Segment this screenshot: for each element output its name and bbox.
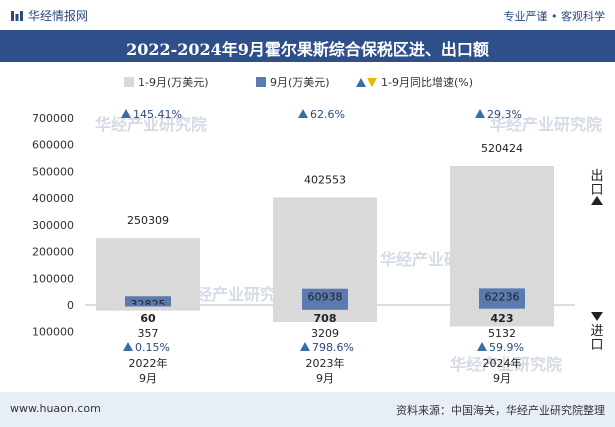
side-label-import-1: 进 (590, 324, 603, 339)
export-cumulative-bar-2 (450, 165, 554, 305)
chart: 华经产业研究院华经产业研究院华经产业研究院华经产业研究院华经产业研究院1-9月(… (32, 75, 604, 385)
import-down-arrow (591, 312, 603, 321)
y-tick-label-5: 200000 (32, 246, 74, 259)
y-tick-label-0: 700000 (32, 112, 74, 125)
category-label-month-0: 9月 (139, 372, 157, 385)
watermark-0: 华经产业研究院 (95, 115, 207, 134)
import-growth-arrow-1 (300, 342, 310, 351)
category-label-year-1: 2023年 (306, 356, 345, 370)
y-tick-label-7: 0 (67, 299, 74, 312)
watermark-2: 华经产业研究院 (180, 285, 292, 304)
import-monthly-bar-2 (479, 305, 525, 309)
watermark-4: 华经产业研究院 (490, 115, 602, 134)
brand: 华经情报网 (10, 7, 88, 24)
export-monthly-bar-0 (125, 296, 171, 305)
category-label-year-0: 2022年 (129, 356, 168, 370)
brand-name: 华经情报网 (28, 9, 89, 23)
import-monthly-label-1: 708 (314, 312, 337, 325)
import-cumulative-label-2: 5132 (488, 327, 516, 340)
y-tick-label-1: 600000 (32, 139, 74, 152)
legend-up-triangle (356, 78, 366, 87)
export-growth-arrow-1 (298, 109, 308, 118)
import-cumulative-bar-0 (96, 305, 200, 311)
title-bar (0, 30, 615, 62)
import-growth-label-2: 59.9% (489, 341, 524, 354)
watermark-3: 华经产业研究院 (450, 355, 562, 374)
chart-title: 2022-2024年9月霍尔果斯综合保税区进、出口额 (126, 40, 489, 59)
legend-swatch-cumulative (124, 77, 134, 87)
side-label-export-1: 出 (590, 169, 603, 184)
import-monthly-bar-1 (302, 305, 348, 310)
export-monthly-bar-1 (302, 288, 348, 305)
category-label-month-1: 9月 (316, 372, 334, 385)
category-label-month-2: 9月 (493, 372, 511, 385)
export-cumulative-label-1: 402553 (304, 173, 346, 186)
export-growth-label-0: 145.41% (133, 108, 182, 121)
import-growth-label-0: 0.15% (135, 341, 170, 354)
import-monthly-label-2: 423 (491, 312, 514, 325)
import-cumulative-bar-2 (450, 305, 554, 327)
import-growth-arrow-2 (477, 342, 487, 351)
legend-swatch-monthly (256, 77, 266, 87)
side-label-export-2: 口 (590, 183, 603, 198)
export-monthly-label-2: 62236 (485, 290, 520, 303)
y-tick-label-8: 100000 (32, 326, 74, 339)
export-up-arrow (591, 196, 603, 205)
export-cumulative-bar-0 (96, 238, 200, 305)
y-tick-label-6: 100000 (32, 272, 74, 285)
import-monthly-bar-0 (125, 305, 171, 307)
footer-website: www.huaon.com (10, 402, 101, 415)
legend-label-monthly: 9月(万美元) (270, 76, 330, 89)
export-growth-arrow-0 (121, 109, 131, 118)
tagline: 专业严谨 • 客观科学 (503, 10, 605, 23)
top-bar: 华经情报网 专业严谨 • 客观科学 (0, 0, 615, 30)
export-monthly-label-1: 60938 (308, 291, 343, 304)
import-cumulative-label-0: 357 (138, 327, 159, 340)
export-growth-label-2: 29.3% (487, 108, 522, 121)
logo-icon (11, 11, 23, 21)
y-tick-label-3: 400000 (32, 192, 74, 205)
export-monthly-bar-2 (479, 288, 525, 305)
import-growth-label-1: 798.6% (312, 341, 354, 354)
export-cumulative-bar-1 (273, 197, 377, 305)
export-cumulative-label-0: 250309 (127, 214, 169, 227)
export-growth-arrow-2 (475, 109, 485, 118)
export-cumulative-label-2: 520424 (481, 142, 523, 155)
side-label-import-2: 口 (590, 338, 603, 353)
y-tick-label-2: 500000 (32, 165, 74, 178)
import-cumulative-label-1: 3209 (311, 327, 339, 340)
import-monthly-label-0: 60 (140, 312, 156, 325)
import-growth-arrow-0 (123, 342, 133, 351)
export-growth-label-1: 62.6% (310, 108, 345, 121)
legend-down-triangle (367, 78, 377, 87)
footer-bar (0, 392, 615, 427)
y-tick-label-4: 300000 (32, 219, 74, 232)
legend-label-growth: 1-9月同比增速(%) (381, 75, 473, 89)
footer-source: 资料来源：中国海关，华经产业研究院整理 (396, 404, 605, 417)
import-cumulative-bar-1 (273, 305, 377, 322)
legend-label-cumulative: 1-9月(万美元) (138, 76, 209, 89)
category-label-year-2: 2024年 (483, 356, 522, 370)
